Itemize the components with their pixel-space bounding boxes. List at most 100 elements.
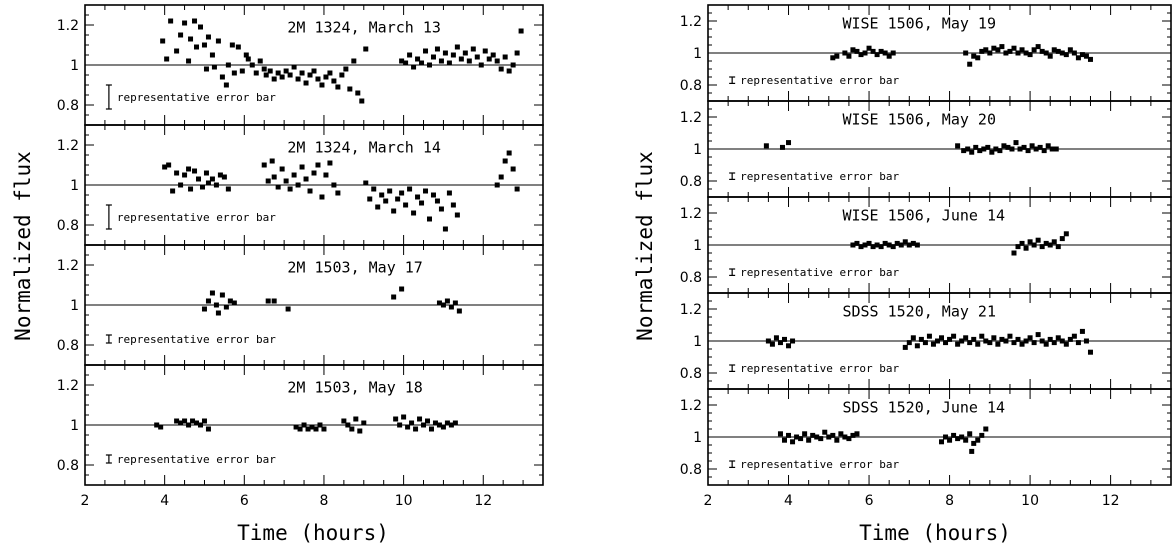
data-point [991,335,997,341]
data-point [452,300,458,306]
data-point [235,44,241,50]
data-point [423,188,429,194]
data-point [438,58,444,64]
y-tick-label: 1.2 [680,14,702,30]
data-point [215,310,221,316]
data-point [261,162,267,168]
right-panel-5-points [777,426,989,454]
right-panel-2: 0.8 1 1.2 WISE 1506, May 20 representative e… [680,100,1172,198]
data-point [1079,52,1085,58]
right-panel-1-points [830,44,1093,67]
data-point [910,240,916,246]
data-point [315,162,321,168]
y-tick-label: 1 [693,430,702,446]
data-point [1075,340,1081,346]
data-point [263,72,269,78]
data-point [502,54,508,60]
data-point [947,336,953,342]
left-panel-3-points [201,286,462,316]
data-point [870,48,876,54]
data-point [164,56,170,62]
data-point [975,437,981,443]
representative-error-bar [729,268,736,276]
left-panel-2-points [162,150,520,232]
data-point [438,206,444,212]
x-tick-label: 10 [395,493,413,509]
data-point [265,178,271,184]
data-point [1009,146,1015,152]
data-point [1011,340,1017,346]
data-point [426,62,432,68]
data-point [886,53,892,59]
data-point [182,172,188,178]
data-point [947,437,953,443]
data-point [423,48,429,54]
data-point [397,422,403,428]
data-point [269,158,275,164]
data-point [430,54,436,60]
data-point [371,186,377,192]
error-bar-label: representative error bar [117,333,276,346]
error-bar-label: representative error bar [740,170,899,183]
data-point [253,70,259,76]
data-point [1023,50,1029,56]
data-point [444,298,450,304]
data-point [1013,140,1019,146]
data-point [995,47,1001,53]
data-point [971,440,977,446]
data-point [934,338,940,344]
y-tick-label: 1 [70,418,79,434]
left-panel-1: 0.8 1 1.2 2M 1324, March 13 representative e… [57,4,544,126]
data-point [415,56,421,62]
data-point [321,426,327,432]
data-point [415,194,421,200]
data-point [211,64,217,70]
data-point [166,162,172,168]
data-point [401,414,407,420]
data-point [319,194,325,200]
data-point [239,68,245,74]
data-point [939,439,945,445]
data-point [1011,250,1017,256]
data-point [969,149,975,155]
data-point [205,426,211,432]
data-point [498,174,504,180]
data-point [203,170,209,176]
data-point [297,426,303,432]
data-point [1003,50,1009,56]
representative-error-bar [729,364,736,372]
data-point [1031,47,1037,53]
data-point [510,62,516,68]
data-point [197,24,203,30]
data-point [1063,52,1069,58]
data-point [1005,144,1011,150]
chart-right: 0.8 1 1.2 WISE 1506, May 19 representative e… [680,4,1172,509]
data-point [209,290,215,296]
x-tick-label: 4 [160,493,169,509]
left-y-axis-label: Normalized flux [11,151,35,341]
data-point [223,82,229,88]
representative-error-bar [729,76,736,85]
data-point [442,226,448,232]
data-point [446,60,452,66]
y-tick-label: 0.8 [680,78,702,94]
data-point [830,432,836,438]
data-point [955,436,961,442]
data-point [963,50,969,56]
data-point [498,66,504,72]
data-point [425,418,431,424]
data-point [781,336,787,342]
data-point [862,50,868,56]
y-tick-label: 1 [693,334,702,350]
data-point [363,46,369,52]
right-panel-4-points [765,328,1093,355]
data-point [446,190,452,196]
data-point [209,176,215,182]
data-point [955,341,961,347]
data-point [351,58,357,64]
data-point [1015,244,1021,250]
data-point [1043,240,1049,246]
right-panel-3-title: WISE 1506, June 14 [842,206,1005,224]
data-point [914,242,920,248]
